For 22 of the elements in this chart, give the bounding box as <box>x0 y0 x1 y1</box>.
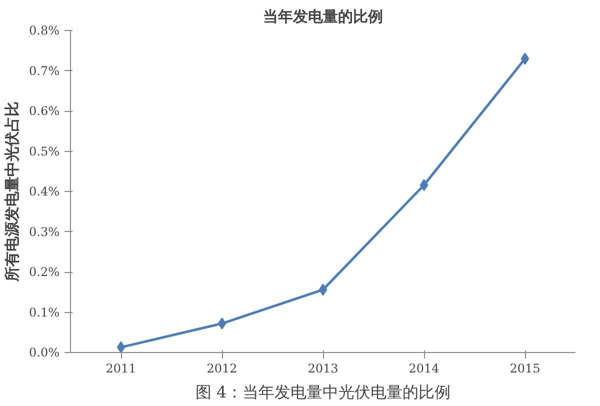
point <box>420 179 428 192</box>
x-tick-label: 2015 <box>510 362 540 376</box>
x-tick-label: 2014 <box>408 362 440 376</box>
y-tick-label: 0.1% <box>29 305 60 320</box>
x-tick-label: 2013 <box>308 362 338 376</box>
chart-title: 当年发电量的比例 <box>263 8 383 26</box>
point <box>520 52 530 65</box>
y-tick-label: 0.4% <box>29 184 60 198</box>
x-tick-label: 2012 <box>206 362 238 376</box>
y-tick-label: 0.7% <box>29 64 60 78</box>
y-tick-label: 0.3% <box>29 224 60 239</box>
point <box>116 341 126 352</box>
y-tick-label: 0.2% <box>29 265 60 279</box>
y-tick-label: 0.6% <box>29 104 60 118</box>
point <box>318 284 328 296</box>
y-tick-label: 0.8% <box>29 24 60 38</box>
x-tick-label: 2011 <box>106 362 136 376</box>
y-axis-title: 所有电源发电量中光伏占比 <box>3 102 22 282</box>
y-tick-label: 0.5% <box>29 144 60 158</box>
y-tick-label: 0.0% <box>29 346 60 360</box>
caption: 图 4：当年发电量中光伏电量的比例 <box>195 382 451 402</box>
point <box>218 318 226 330</box>
